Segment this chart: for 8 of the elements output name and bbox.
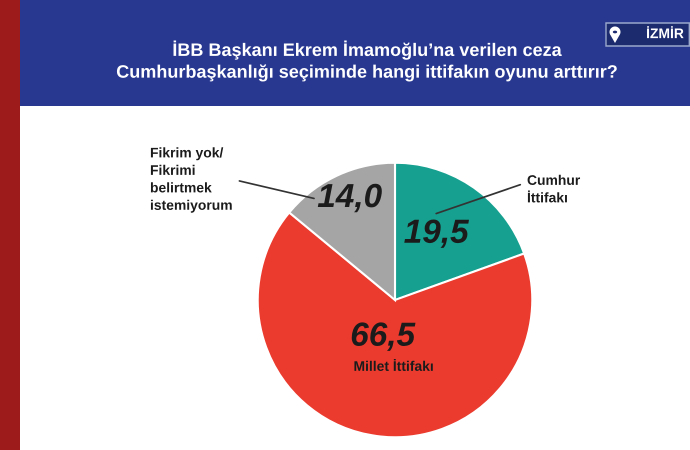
slice-label: Cumhur İttifakı — [528, 174, 580, 202]
data-label: 66,5 — [352, 322, 416, 351]
data-label: 14,0 — [318, 184, 382, 212]
slice-label: Millet İttifakı — [354, 358, 433, 371]
text: İZMİR — [647, 26, 684, 38]
slice-label: Fikrim yok/ Fikrimi belirtmek istemiyorum — [150, 147, 232, 213]
data-label: 19,5 — [404, 219, 470, 248]
chart-title: İBB Başkanı Ekrem İmamoğlu’na verilen ceza Cumhurbaşkanlığı seçiminde hangi ittifakın oyunu arttırır? — [116, 40, 617, 82]
